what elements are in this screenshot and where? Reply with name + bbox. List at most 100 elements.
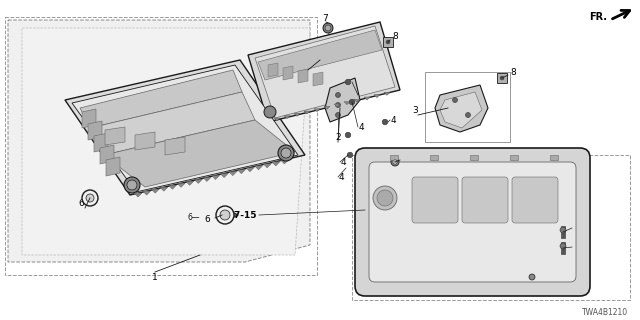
Text: TWA4B1210: TWA4B1210 [582,308,628,317]
Circle shape [281,148,291,158]
Polygon shape [88,121,102,140]
Circle shape [82,190,98,206]
Polygon shape [151,189,159,193]
Circle shape [452,98,458,102]
Polygon shape [314,109,320,112]
Circle shape [278,145,294,161]
Polygon shape [160,187,168,191]
Circle shape [349,99,355,105]
Circle shape [373,186,397,210]
Polygon shape [274,118,280,121]
Text: R: R [458,109,462,115]
Text: 6: 6 [204,215,210,225]
Circle shape [345,132,351,138]
Polygon shape [497,73,507,83]
Circle shape [86,194,94,202]
Polygon shape [72,65,298,192]
Circle shape [335,92,340,98]
Polygon shape [255,166,262,170]
Polygon shape [283,66,293,80]
Polygon shape [280,160,289,164]
Text: 6: 6 [78,199,84,209]
Polygon shape [268,63,278,77]
Circle shape [393,160,397,164]
Polygon shape [104,120,295,187]
Polygon shape [258,30,382,80]
Polygon shape [304,111,310,114]
Polygon shape [470,155,478,160]
Polygon shape [550,155,558,160]
Circle shape [323,23,333,33]
Text: 9: 9 [572,223,578,233]
Circle shape [382,119,388,125]
Text: 3: 3 [412,106,418,115]
Polygon shape [246,168,254,172]
Polygon shape [134,193,142,197]
FancyBboxPatch shape [412,177,458,223]
Polygon shape [228,172,237,176]
Circle shape [124,177,140,193]
Polygon shape [344,102,350,105]
Circle shape [335,113,340,117]
Polygon shape [177,183,185,187]
FancyBboxPatch shape [462,177,508,223]
Text: B-37-15: B-37-15 [218,211,257,220]
Polygon shape [294,113,300,116]
Polygon shape [510,155,518,160]
Text: 4: 4 [358,123,364,132]
Text: 9: 9 [572,243,578,252]
Polygon shape [186,181,194,185]
Polygon shape [374,95,380,98]
Polygon shape [263,164,271,168]
Polygon shape [143,191,150,195]
Polygon shape [80,70,242,128]
FancyBboxPatch shape [369,162,576,282]
Polygon shape [364,97,370,100]
Polygon shape [561,226,565,238]
Text: 6—: 6— [188,213,200,222]
Polygon shape [430,155,438,160]
Circle shape [216,206,234,224]
Circle shape [500,76,504,80]
Text: 4: 4 [390,116,396,124]
Polygon shape [22,28,310,255]
Text: FR.: FR. [589,12,607,22]
Circle shape [348,152,353,158]
Text: 4: 4 [358,91,364,100]
Polygon shape [8,20,310,262]
Circle shape [560,227,566,233]
Circle shape [560,243,566,249]
Text: 8: 8 [510,68,516,76]
Circle shape [127,180,137,190]
Circle shape [325,25,331,31]
Circle shape [345,79,351,85]
Polygon shape [440,92,482,128]
Polygon shape [435,85,488,132]
Polygon shape [135,132,155,150]
Polygon shape [284,116,290,119]
Circle shape [377,190,393,206]
Text: 4: 4 [338,172,344,181]
Polygon shape [561,242,565,254]
Polygon shape [211,175,220,180]
Polygon shape [255,26,395,118]
Polygon shape [272,162,280,166]
FancyBboxPatch shape [355,148,590,296]
Polygon shape [94,133,108,152]
Circle shape [391,158,399,166]
Text: 2: 2 [335,132,341,141]
Polygon shape [383,37,393,47]
Polygon shape [313,72,323,86]
Polygon shape [354,99,360,102]
Polygon shape [65,60,305,195]
Polygon shape [237,170,245,174]
Polygon shape [165,137,185,155]
Circle shape [386,40,390,44]
Text: 5: 5 [317,51,323,60]
Polygon shape [106,157,120,176]
Polygon shape [298,69,308,83]
Polygon shape [82,109,96,128]
Polygon shape [220,173,228,178]
Circle shape [529,274,535,280]
Polygon shape [384,92,390,95]
